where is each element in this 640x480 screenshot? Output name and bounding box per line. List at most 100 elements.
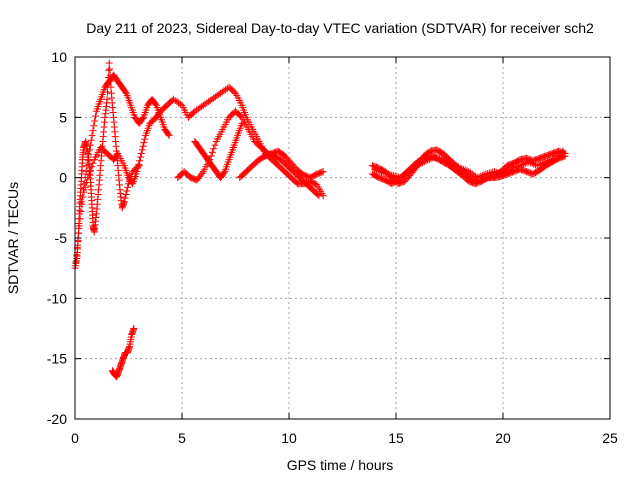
- data-point: [456, 164, 464, 172]
- data-point: [89, 159, 97, 167]
- data-point: [371, 165, 379, 173]
- y-tick-label: -20: [47, 411, 67, 427]
- data-point: [210, 145, 218, 153]
- data-point: [475, 173, 483, 181]
- data-point: [542, 158, 550, 166]
- series-late-tracks-3: [371, 147, 567, 182]
- series-early-tracks-2: [72, 71, 173, 266]
- data-point: [88, 163, 96, 171]
- data-point: [372, 166, 380, 174]
- data-point: [79, 193, 87, 201]
- data-point: [128, 178, 136, 186]
- data-point: [220, 169, 228, 177]
- data-point: [537, 160, 545, 168]
- data-point: [454, 163, 462, 171]
- data-point: [130, 325, 138, 332]
- data-point: [545, 157, 553, 165]
- data-point: [538, 159, 546, 167]
- data-point: [105, 59, 113, 67]
- data-point: [208, 148, 216, 156]
- data-point: [238, 119, 246, 127]
- data-point: [520, 160, 528, 168]
- grid-lines: [75, 57, 610, 419]
- data-point: [83, 162, 91, 170]
- data-point: [151, 100, 159, 108]
- y-tick-label: -10: [47, 290, 67, 306]
- data-point: [422, 157, 430, 165]
- data-point: [315, 192, 323, 200]
- data-point: [533, 162, 541, 170]
- y-axis-label: SDTVAR / TECUs: [5, 182, 21, 294]
- y-axis-ticks: -20 -15 -10 -5 0 5 10: [47, 49, 610, 427]
- data-point: [165, 131, 173, 139]
- data-point: [85, 151, 93, 159]
- data-point: [518, 161, 526, 169]
- data-point: [91, 117, 99, 125]
- data-point: [461, 166, 469, 174]
- data-point: [535, 161, 543, 169]
- data-point: [139, 115, 147, 123]
- series-mid-tracks-2: [236, 147, 327, 182]
- data-point: [107, 83, 115, 91]
- data-point: [544, 157, 552, 165]
- data-point: [139, 142, 147, 150]
- x-tick-label: 15: [388, 430, 404, 446]
- data-point: [516, 162, 524, 170]
- x-axis-label: GPS time / hours: [287, 457, 394, 473]
- data-point: [85, 170, 93, 178]
- data-point: [75, 229, 83, 237]
- series-mid-tracks-3: [191, 119, 246, 182]
- data-point: [86, 146, 94, 154]
- data-point: [460, 165, 468, 173]
- data-point: [121, 194, 129, 202]
- data-point: [103, 95, 111, 103]
- data-point: [122, 191, 130, 199]
- data-point: [557, 149, 565, 157]
- data-point: [525, 158, 533, 166]
- data-point: [136, 153, 144, 161]
- data-point: [230, 88, 238, 96]
- data-point: [427, 155, 435, 163]
- data-point: [207, 152, 215, 160]
- data-point: [86, 141, 94, 149]
- data-point: [106, 65, 114, 73]
- data-point: [540, 159, 548, 167]
- x-tick-label: 25: [602, 430, 618, 446]
- data-point: [547, 156, 555, 164]
- data-points: [71, 59, 569, 381]
- data-point: [72, 258, 80, 266]
- data-point: [86, 166, 94, 174]
- series-early-tracks: [71, 59, 143, 272]
- data-point: [84, 156, 92, 164]
- data-point: [123, 187, 131, 195]
- data-point: [176, 100, 184, 108]
- x-tick-label: 0: [71, 430, 79, 446]
- data-point: [133, 168, 141, 176]
- data-point: [376, 167, 384, 175]
- data-point: [473, 174, 481, 182]
- data-point: [134, 164, 142, 172]
- data-point: [561, 152, 569, 160]
- data-point: [77, 198, 85, 206]
- data-point: [314, 191, 322, 199]
- data-point: [526, 159, 534, 167]
- data-point: [81, 183, 89, 191]
- data-point: [138, 146, 146, 154]
- data-point: [424, 156, 432, 164]
- x-axis-ticks: 0 5 10 15 20 25: [71, 57, 618, 446]
- data-point: [122, 88, 130, 96]
- chart-title: Day 211 of 2023, Sidereal Day-to-day VTE…: [86, 20, 594, 36]
- y-tick-label: 0: [59, 170, 67, 186]
- data-point: [458, 165, 466, 173]
- data-point: [530, 160, 538, 168]
- data-point: [237, 112, 245, 120]
- y-tick-label: 10: [51, 49, 67, 65]
- x-tick-label: 10: [281, 430, 297, 446]
- data-point: [425, 155, 433, 163]
- data-point: [528, 159, 536, 167]
- data-point: [75, 222, 83, 230]
- data-point: [559, 147, 567, 155]
- series-negative-group: [108, 325, 138, 381]
- data-point: [83, 178, 91, 186]
